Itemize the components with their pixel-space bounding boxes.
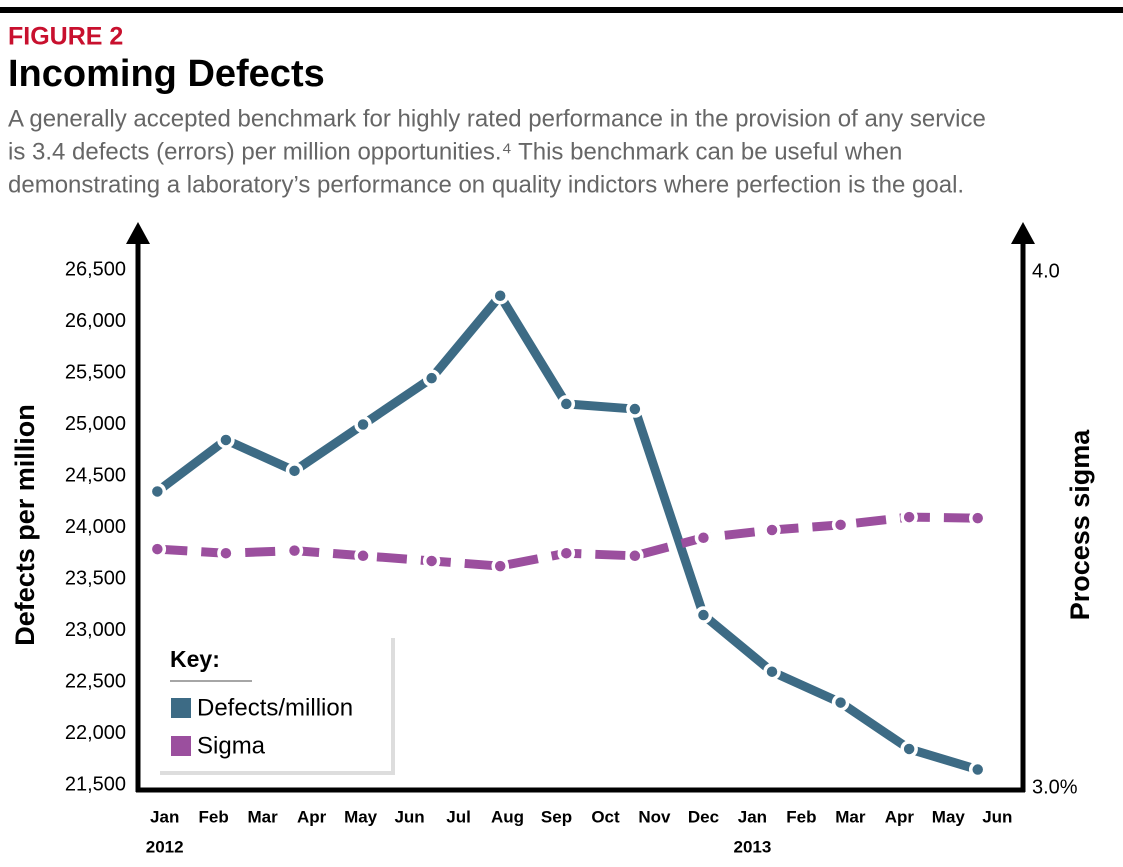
point [557, 544, 576, 562]
y-tick-label: 21,500 [65, 773, 126, 795]
point [557, 395, 576, 413]
point [626, 547, 644, 565]
point [422, 552, 441, 570]
x-tick-label: Apr [297, 807, 327, 826]
y2-tick-label: 3.0% [1032, 776, 1078, 798]
subtitle: is 3.4 defects (errors) per million oppo… [8, 138, 902, 165]
x-tick-label: Apr [885, 807, 915, 826]
x-tick-label: Feb [786, 807, 816, 826]
y-tick-label: 23,000 [65, 619, 126, 641]
point [763, 662, 781, 681]
legend-swatch [171, 736, 191, 756]
y-tick-label: 24,000 [65, 516, 126, 538]
point [148, 540, 167, 558]
point [491, 287, 509, 305]
year-label: 2013 [734, 837, 772, 856]
y-tick-label: 22,500 [65, 670, 126, 692]
y-tick-label: 25,500 [65, 361, 126, 383]
legend-swatch [171, 698, 191, 718]
figure-label: FIGURE 2 [8, 23, 123, 51]
point [626, 400, 644, 418]
point [491, 557, 509, 575]
x-tick-label: Mar [248, 807, 279, 826]
x-tick-label: Oct [591, 807, 620, 826]
point [422, 369, 441, 387]
y-tick-label: 24,500 [65, 464, 126, 486]
point [285, 541, 304, 560]
point [694, 528, 713, 547]
x-tick-label: Jan [150, 807, 179, 826]
point [217, 544, 235, 562]
point [763, 521, 781, 539]
year-label: 2012 [146, 837, 184, 856]
x-tick-label: Dec [688, 807, 719, 826]
x-tick-label: Jun [982, 807, 1012, 826]
x-tick-label: May [932, 807, 966, 826]
x-tick-label: Jul [446, 807, 471, 826]
point [968, 509, 987, 527]
legend: Key: Defects/million Sigma [156, 634, 395, 775]
y2-tick-label: 4.0 [1032, 260, 1060, 282]
y2-axis-title: Process sigma [1065, 429, 1095, 621]
legend-label: Defects/million [197, 694, 353, 721]
x-tick-label: Nov [638, 807, 671, 826]
legend-label: Sigma [197, 732, 266, 759]
point [900, 508, 918, 526]
y-tick-label: 23,500 [65, 567, 126, 589]
legend-title: Key: [170, 646, 220, 672]
point [217, 431, 235, 449]
y-tick-label: 26,500 [65, 258, 126, 280]
point [148, 482, 167, 501]
x-tick-label: Aug [491, 807, 524, 826]
x-tick-label: Jun [394, 807, 424, 826]
point [285, 462, 304, 480]
legend-box [156, 634, 391, 771]
point [354, 547, 372, 565]
x-tick-label: Sep [541, 807, 572, 826]
point [831, 516, 850, 534]
y-axis-title: Defects per million [10, 404, 40, 646]
point [694, 606, 713, 624]
y-tick-label: 22,000 [65, 722, 126, 744]
chart-title: Incoming Defects [8, 53, 325, 95]
y-tick-label: 25,000 [65, 413, 126, 435]
axis-arrow [126, 222, 150, 244]
subtitle: A generally accepted benchmark for highl… [8, 105, 986, 132]
point [968, 760, 987, 779]
x-tick-label: Feb [199, 807, 229, 826]
point [900, 740, 918, 758]
y-tick-label: 26,000 [65, 310, 126, 332]
x-tick-label: Mar [835, 807, 866, 826]
x-tick-label: May [344, 807, 378, 826]
point [831, 693, 850, 712]
axis-arrow [1011, 222, 1035, 244]
top-rule [0, 7, 1123, 13]
x-tick-label: Jan [738, 807, 767, 826]
subtitle: demonstrating a laboratory’s performance… [8, 171, 964, 198]
point [354, 415, 372, 434]
